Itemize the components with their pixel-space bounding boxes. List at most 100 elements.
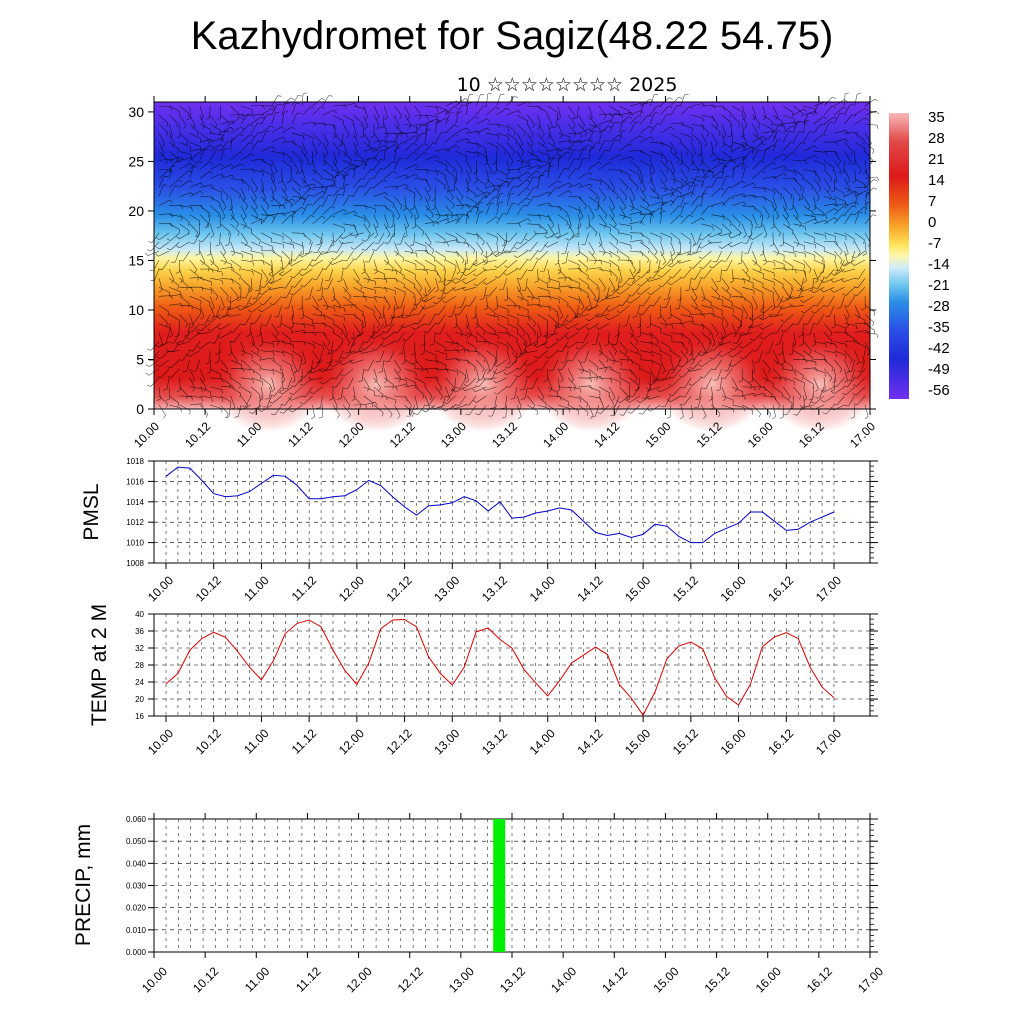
pmsl-y-label: PMSL (80, 483, 103, 540)
x-tick-label: 17.00 (847, 419, 878, 450)
x-tick-label: 17.00 (855, 964, 886, 995)
pmsl-grid (154, 460, 870, 564)
x-tick-label: 16.12 (765, 726, 796, 757)
y-tick-label: 20 (135, 695, 144, 704)
y-tick-label: 28 (135, 661, 144, 670)
colorbar-label: -42 (928, 340, 950, 357)
colorbar-label: 28 (928, 130, 945, 147)
x-tick-label: 11.12 (289, 573, 320, 604)
y-tick-label: 1010 (126, 539, 144, 548)
y-tick-label: 1016 (126, 477, 144, 486)
x-tick-label: 15.00 (622, 573, 653, 604)
y-tick-label: 0.020 (126, 904, 147, 913)
x-tick-label: 14.12 (574, 726, 605, 757)
temp-grid (154, 613, 870, 717)
y-tick-label: 30 (128, 104, 144, 120)
pmsl-y-axis: 1008 1010 1012 1014 1016 1018 (126, 457, 878, 568)
pmsl-x-axis: 10.00 10.12 11.00 11.12 12.00 12.12 13.00 13.12… (145, 563, 844, 604)
precip-x-axis: 10.00 10.12 11.00 11.12 12.00 12.12 13.00 13.12… (139, 813, 886, 995)
x-tick-label: 14.00 (527, 573, 558, 604)
x-tick-label: 12.12 (395, 964, 426, 995)
y-tick-label: 1014 (126, 498, 144, 507)
heatmap-y-axis: 0 5 10 15 20 25 30 (128, 104, 876, 417)
pmsl-panel: 1008 1010 1012 1014 1016 1018 10.00 10.12 11.00… (80, 457, 878, 604)
y-tick-label: 0.040 (126, 859, 147, 868)
x-tick-label: 13.12 (497, 964, 528, 995)
precip-bar (493, 819, 506, 952)
x-tick-label: 17.00 (813, 573, 844, 604)
colorbar-label: -56 (928, 382, 950, 399)
temp-y-axis: 16 20 24 28 32 36 40 (135, 610, 878, 721)
x-tick-label: 10.12 (193, 573, 224, 604)
precip-panel: 0.000 0.010 0.020 0.030 0.040 0.050 0.060 10.0… (72, 813, 886, 995)
x-tick-label: 12.12 (384, 726, 415, 757)
x-tick-label: 14.12 (599, 964, 630, 995)
y-tick-label: 36 (135, 627, 144, 636)
y-tick-label: 40 (135, 610, 144, 619)
heat-blob (535, 336, 646, 432)
y-tick-label: 1012 (126, 518, 144, 527)
x-tick-label: 15.12 (670, 573, 701, 604)
colorbar-label: -21 (928, 277, 950, 294)
chart-title: Kazhydromet for Sagiz(48.22 54.75) (190, 14, 834, 58)
y-tick-label: 16 (135, 712, 144, 721)
x-tick-label: 11.00 (241, 726, 272, 757)
x-tick-label: 15.12 (702, 964, 733, 995)
colorbar-label: -49 (928, 361, 950, 378)
y-tick-label: 1008 (126, 559, 144, 568)
y-tick-label: 0.050 (126, 837, 147, 846)
y-tick-label: 32 (135, 644, 144, 653)
pmsl-series-line (165, 466, 835, 544)
heat-blobs (213, 336, 875, 432)
x-tick-label: 12.12 (384, 573, 415, 604)
temp-panel: 16 20 24 28 32 36 40 10.00 10.12 11.00 11.12 12.00… (88, 604, 878, 757)
x-tick-label: 10.12 (190, 964, 221, 995)
y-tick-label: 24 (135, 678, 144, 687)
x-tick-label: 13.12 (479, 573, 510, 604)
x-tick-label: 13.12 (479, 726, 510, 757)
colorbar-label: -35 (928, 319, 950, 336)
x-tick-label: 16.00 (753, 964, 784, 995)
colorbar-label: -7 (928, 235, 941, 252)
x-tick-label: 11.00 (242, 964, 273, 995)
x-tick-label: 12.00 (336, 726, 367, 757)
x-tick-label: 10.12 (193, 726, 224, 757)
x-tick-label: 16.12 (765, 573, 796, 604)
x-tick-label: 15.00 (642, 419, 673, 450)
x-tick-label: 10.12 (182, 419, 213, 450)
colorbar-label: 35 (928, 109, 945, 126)
x-tick-label: 12.00 (336, 573, 367, 604)
temp-x-axis: 10.00 10.12 11.00 11.12 12.00 12.12 13.00 13.12… (145, 716, 844, 757)
x-tick-label: 16.12 (804, 964, 835, 995)
y-tick-label: 0.060 (126, 815, 147, 824)
x-tick-label: 13.00 (431, 573, 462, 604)
y-tick-label: 0 (136, 401, 144, 417)
y-tick-label: 0.010 (126, 926, 147, 935)
x-tick-label: 10.00 (139, 964, 170, 995)
precip-y-axis: 0.000 0.010 0.020 0.030 0.040 0.050 0.060 (126, 815, 878, 957)
x-tick-label: 11.00 (241, 573, 272, 604)
x-tick-label: 14.12 (574, 573, 605, 604)
heat-blob (657, 336, 768, 432)
precip-bars (493, 819, 506, 952)
y-tick-label: 0.000 (126, 948, 147, 957)
colorbar-label: 0 (928, 214, 936, 231)
wind-barbs (144, 92, 880, 420)
x-tick-label: 10.00 (131, 419, 162, 450)
x-tick-label: 16.00 (745, 419, 776, 450)
colorbar-label: 21 (928, 151, 945, 168)
x-tick-label: 14.00 (527, 726, 558, 757)
y-tick-label: 20 (128, 203, 144, 219)
colorbar-label: 7 (928, 193, 936, 210)
x-tick-label: 16.00 (718, 726, 749, 757)
colorbar-label: -28 (928, 298, 950, 315)
x-tick-label: 12.00 (344, 964, 375, 995)
precip-grid (154, 818, 870, 953)
y-tick-label: 15 (128, 252, 144, 268)
x-tick-label: 15.00 (622, 726, 653, 757)
x-tick-label: 11.12 (293, 964, 324, 995)
x-tick-label: 13.00 (446, 964, 477, 995)
x-tick-label: 15.12 (670, 726, 701, 757)
colorbar-label: -14 (928, 256, 950, 273)
